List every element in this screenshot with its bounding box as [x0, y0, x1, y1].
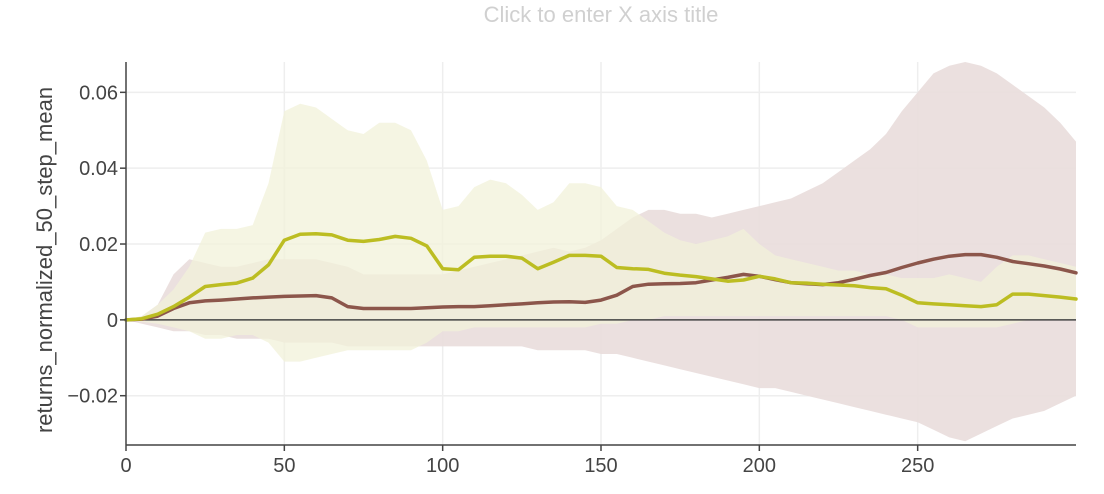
x-tick-label: 50: [273, 455, 295, 477]
series-2-line: [124, 232, 1078, 322]
x-tick-label: 100: [426, 455, 459, 477]
y-tick-label: 0.04: [79, 158, 118, 180]
series-lines: [124, 232, 1078, 322]
axes: [120, 62, 1076, 451]
x-tick-label: 0: [120, 455, 131, 477]
series-2-band: [126, 103, 1076, 362]
y-tick-label: 0.02: [79, 234, 118, 256]
x-tick-label: 150: [584, 455, 617, 477]
y-tick-label: −0.02: [67, 386, 118, 408]
y-tick-label: 0.06: [79, 82, 118, 104]
series-1-line: [124, 252, 1078, 322]
x-tick-label: 250: [901, 455, 934, 477]
x-tick-label: 200: [743, 455, 776, 477]
x-axis-title[interactable]: Click to enter X axis title: [484, 2, 719, 27]
confidence-bands: [126, 62, 1076, 442]
y-tick-label: 0: [107, 310, 118, 332]
tick-labels: 0 50 100 150 200 250 −0.02 0 0.02 0.04 0.06: [67, 82, 934, 477]
y-axis-title[interactable]: returns_normalized_50_step_mean: [32, 87, 57, 433]
